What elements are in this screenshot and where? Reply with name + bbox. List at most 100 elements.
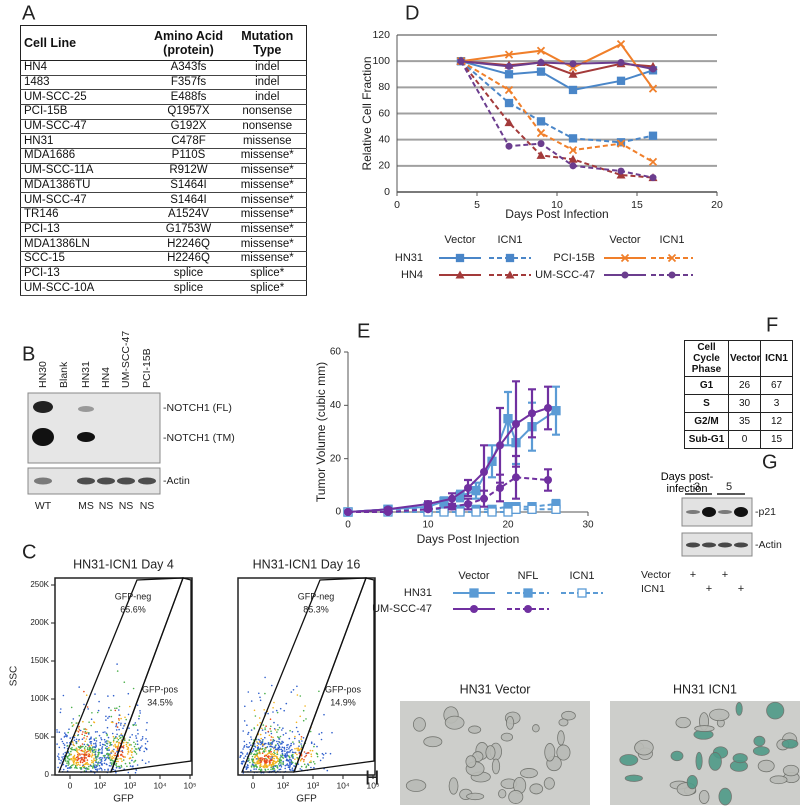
- event-dot: [118, 735, 121, 737]
- row-label: ICN1: [641, 583, 665, 595]
- event-dot: [127, 750, 130, 752]
- legend-header: Vector: [458, 570, 490, 582]
- event-dot: [128, 739, 131, 741]
- band-label: -NOTCH1 (FL): [163, 402, 232, 414]
- event-dot: [118, 728, 120, 731]
- event-dot: [87, 768, 90, 770]
- event-dot: [296, 685, 298, 688]
- event-dot: [97, 749, 100, 752]
- event-dot: [84, 728, 87, 730]
- event-dot: [116, 737, 118, 739]
- event-dot: [283, 709, 286, 712]
- event-dot: [72, 760, 74, 762]
- event-dot: [120, 717, 122, 720]
- event-dot: [79, 760, 82, 762]
- table-cell: splice: [148, 266, 229, 282]
- event-dot: [77, 757, 79, 759]
- event-dot: [112, 757, 115, 759]
- event-dot: [57, 766, 59, 769]
- event-dot: [114, 737, 117, 739]
- marker: [471, 486, 481, 496]
- event-dot: [89, 764, 92, 767]
- event-dot: [282, 727, 284, 729]
- event-dot: [242, 760, 244, 763]
- marker: [503, 507, 513, 517]
- event-dot: [289, 765, 291, 767]
- event-dot: [113, 737, 116, 740]
- event-dot: [105, 715, 107, 718]
- actin-band: [77, 477, 95, 485]
- event-dot: [262, 738, 264, 741]
- event-dot: [71, 764, 73, 767]
- cell: [529, 783, 544, 795]
- event-dot: [278, 745, 281, 748]
- event-dot: [135, 753, 138, 755]
- event-dot: [75, 749, 77, 751]
- genotype-label: WT: [35, 500, 52, 512]
- sign: +: [722, 569, 728, 581]
- event-dot: [267, 712, 269, 715]
- event-dot: [289, 744, 292, 747]
- event-dot: [100, 760, 103, 762]
- event-dot: [73, 739, 76, 742]
- event-dot: [84, 745, 87, 748]
- legend-label: HN4: [401, 269, 423, 281]
- event-dot: [136, 740, 139, 742]
- table-row: HN31 C478F missense: [20, 133, 307, 150]
- marker: [568, 145, 578, 155]
- event-dot: [91, 767, 94, 769]
- cell: [543, 777, 555, 790]
- marker: [616, 138, 626, 147]
- event-dot: [260, 769, 263, 771]
- event-dot: [246, 753, 248, 755]
- event-dot: [297, 730, 299, 733]
- event-dot: [290, 742, 293, 745]
- event-dot: [114, 707, 116, 710]
- event-dot: [112, 735, 115, 738]
- event-dot: [287, 751, 290, 753]
- event-dot: [79, 761, 82, 764]
- marker: [616, 76, 626, 85]
- image-title: HN31 Vector: [460, 682, 531, 696]
- event-dot: [302, 737, 305, 739]
- event-dot: [91, 749, 94, 752]
- event-dot: [270, 736, 273, 738]
- y-tick-label: 0: [45, 770, 50, 779]
- event-dot: [271, 768, 274, 770]
- series-line: [460, 60, 654, 92]
- x-tick-label: 30: [582, 520, 594, 531]
- event-dot: [274, 765, 277, 767]
- event-dot: [85, 753, 88, 756]
- event-dot: [90, 737, 92, 740]
- event-dot: [281, 754, 284, 757]
- event-dot: [62, 753, 65, 755]
- event-dot: [134, 743, 137, 745]
- event-dot: [292, 741, 294, 743]
- event-dot: [254, 750, 257, 752]
- table-cell: 3: [760, 394, 793, 413]
- genotype-label: MS: [78, 500, 94, 512]
- event-dot: [108, 706, 110, 709]
- event-dot: [246, 746, 248, 748]
- event-dot: [89, 751, 92, 753]
- event-dot: [103, 762, 106, 765]
- event-dot: [77, 740, 80, 742]
- event-dot: [309, 730, 312, 733]
- cell: [448, 777, 459, 795]
- lane-label: HN30: [37, 361, 49, 388]
- event-dot: [127, 753, 129, 755]
- event-dot: [249, 761, 251, 764]
- marker: [424, 505, 432, 514]
- panel-letter: D: [405, 2, 419, 24]
- event-dot: [127, 742, 129, 744]
- event-dot: [303, 763, 306, 766]
- event-dot: [283, 754, 286, 757]
- event-dot: [56, 743, 58, 745]
- event-dot: [86, 761, 88, 764]
- event-dot: [85, 694, 88, 696]
- event-dot: [67, 760, 70, 762]
- event-dot: [264, 727, 266, 729]
- event-dot: [67, 764, 69, 767]
- event-dot: [262, 765, 264, 767]
- event-dot: [84, 740, 86, 743]
